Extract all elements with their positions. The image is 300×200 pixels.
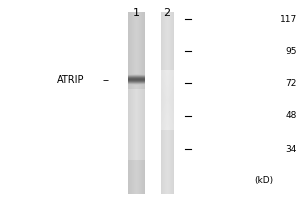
Text: 2: 2 [163,8,170,18]
Text: ATRIP: ATRIP [56,75,84,85]
Text: (kD): (kD) [254,176,274,186]
Text: 117: 117 [280,15,297,23]
Text: 95: 95 [286,46,297,55]
Text: 34: 34 [286,144,297,154]
Text: 48: 48 [286,112,297,120]
Text: 72: 72 [286,78,297,88]
Text: 1: 1 [133,8,140,18]
Text: --: -- [103,75,110,85]
